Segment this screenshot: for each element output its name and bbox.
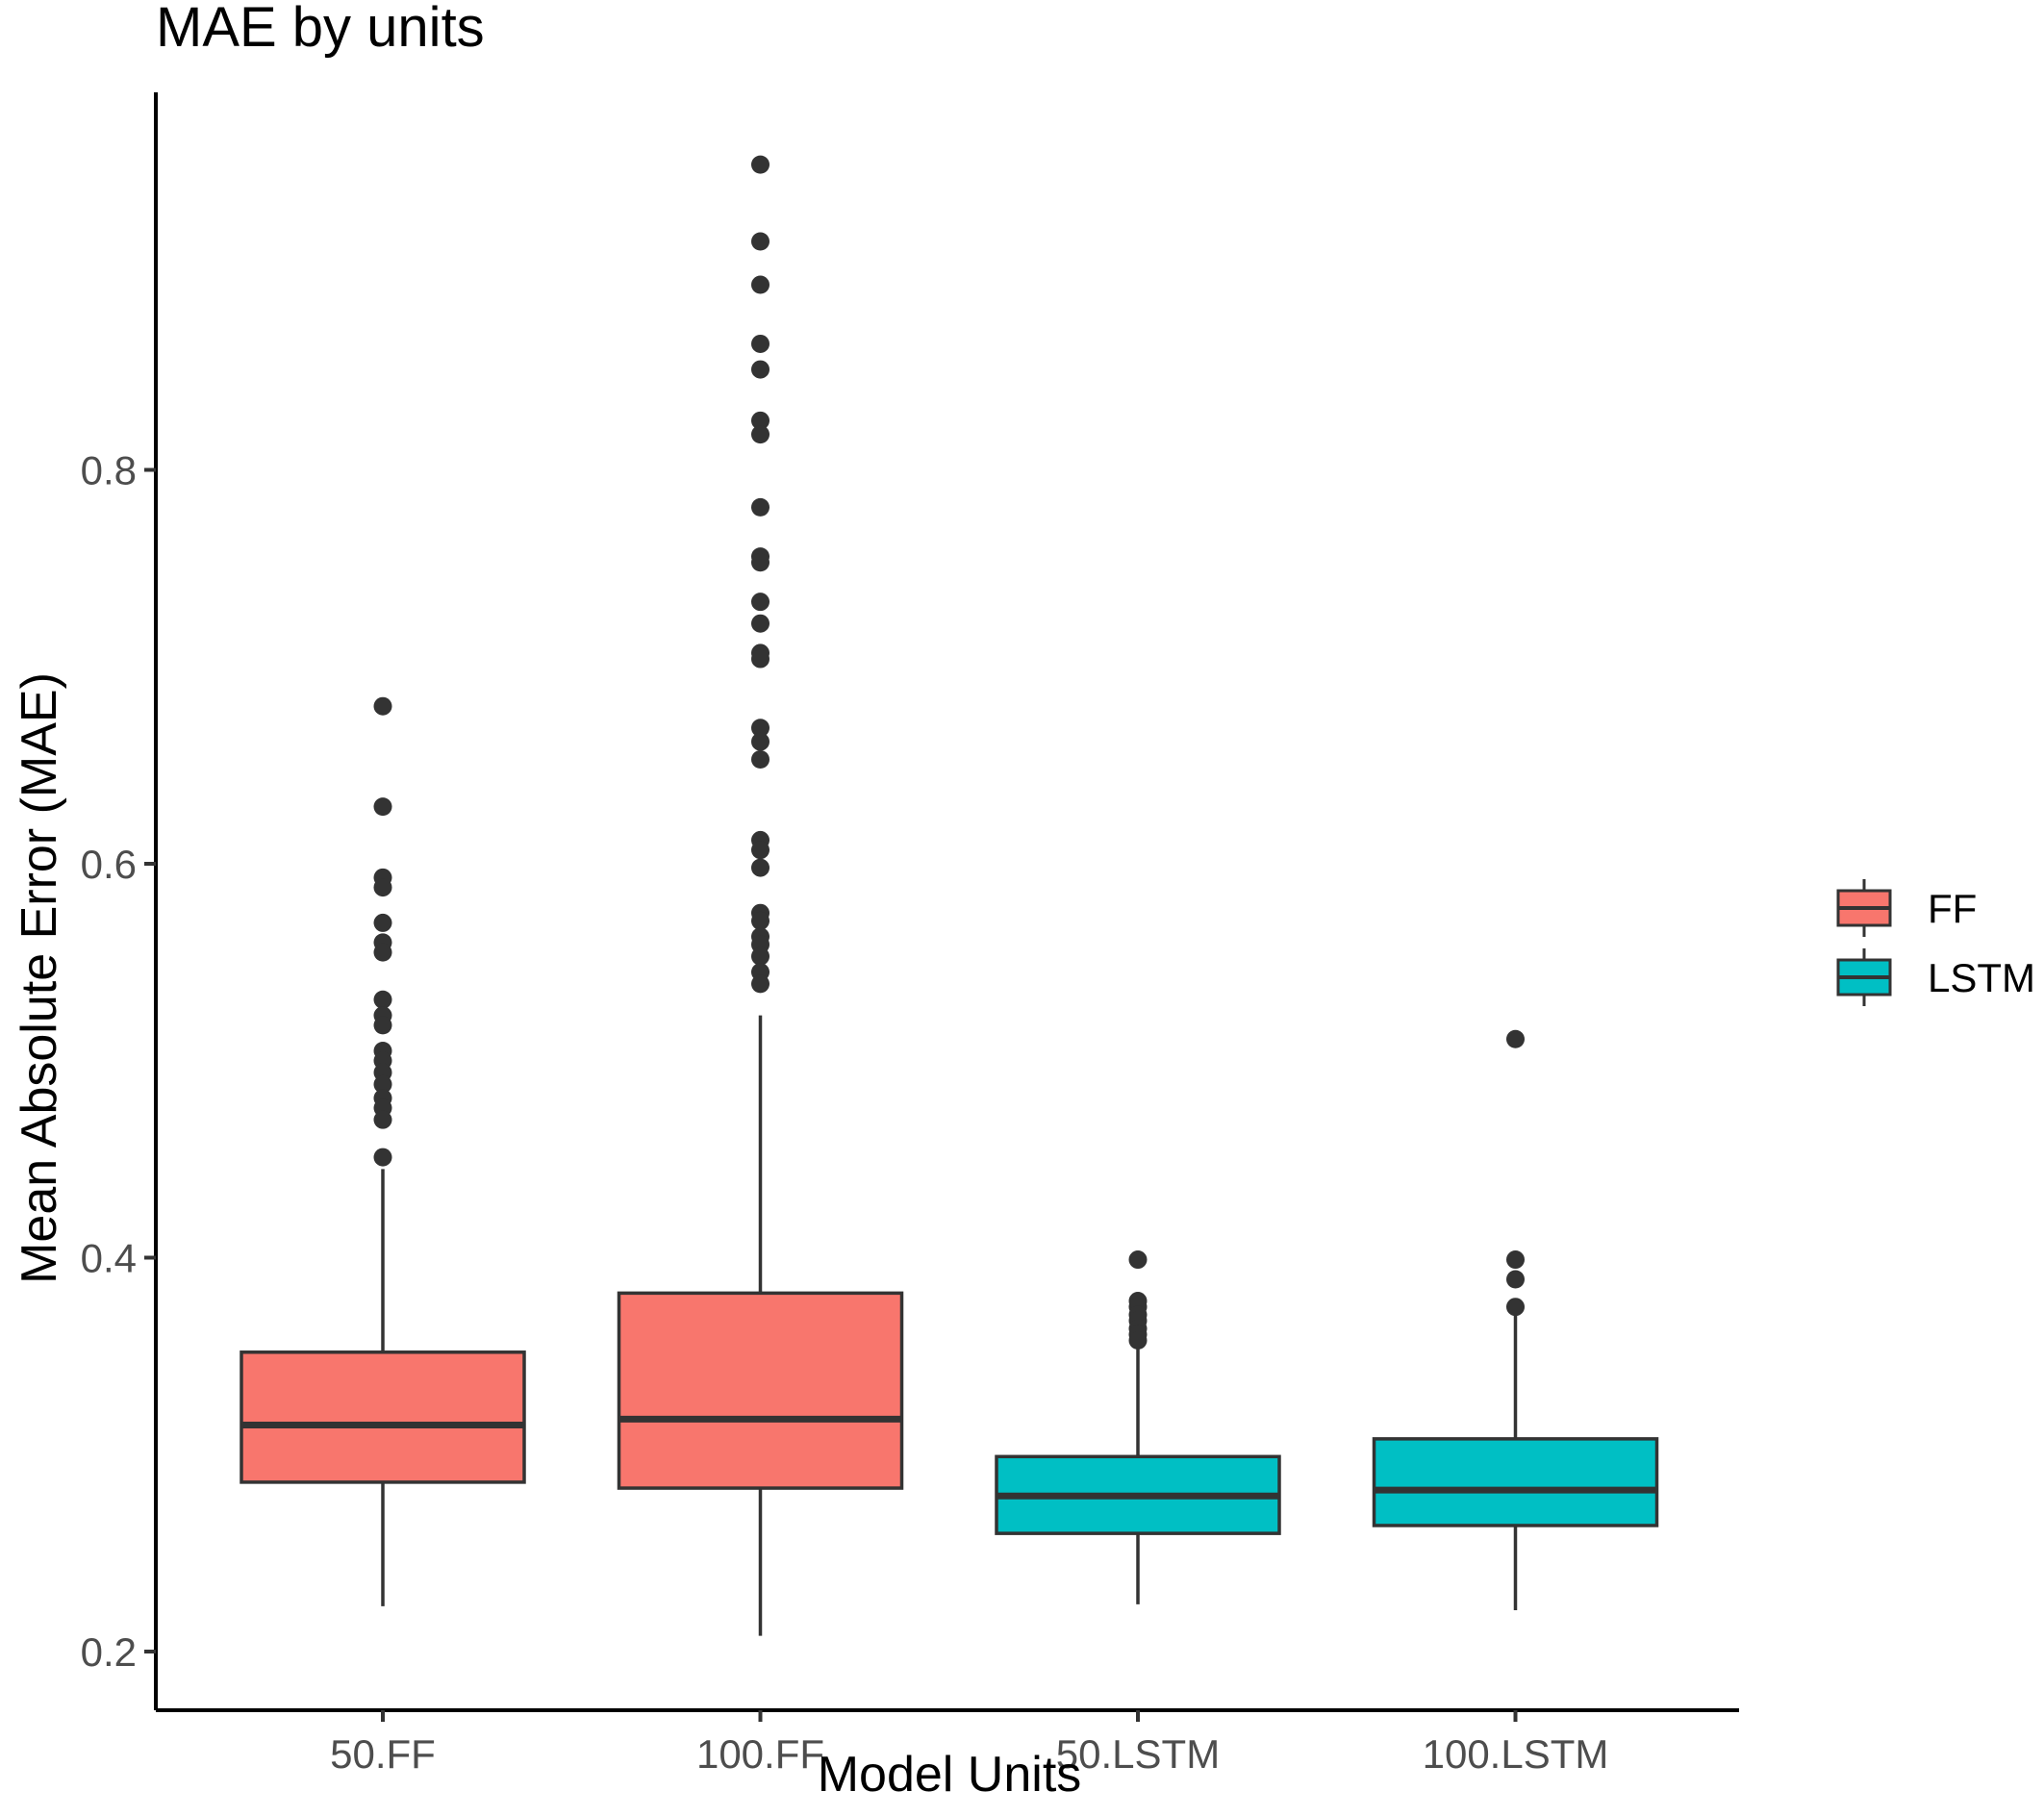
outlier-point xyxy=(751,360,770,379)
x-tick-label: 50.FF xyxy=(330,1731,436,1777)
box-100.LSTM xyxy=(1372,1029,1659,1611)
legend-item-ff: FF xyxy=(1836,879,1977,937)
outlier-point xyxy=(751,719,770,738)
y-axis-title: Mean Absolute Error (MAE) xyxy=(12,672,67,1284)
outlier-point xyxy=(751,841,770,860)
outlier-point xyxy=(1506,1250,1525,1270)
x-tick-label: 100.FF xyxy=(696,1731,824,1777)
outlier-point xyxy=(1506,1029,1525,1048)
outlier-point xyxy=(751,858,770,877)
outlier-point xyxy=(751,911,770,930)
outlier-point xyxy=(751,946,770,966)
outlier-point xyxy=(373,1074,392,1094)
box-iqr xyxy=(1372,1437,1659,1527)
x-axis-ticks: 50.FF 100.FF 50.LSTM 100.LSTM xyxy=(330,1710,1608,1777)
x-tick-label: 50.LSTM xyxy=(1056,1731,1220,1777)
y-tick-label: 0.2 xyxy=(81,1629,137,1675)
legend: FF LSTM xyxy=(1836,879,2035,1006)
y-tick-label: 0.6 xyxy=(81,842,137,887)
outlier-point xyxy=(751,649,770,669)
outlier-point xyxy=(1128,1330,1148,1350)
box-50.LSTM xyxy=(995,1250,1281,1604)
outlier-point xyxy=(751,411,770,430)
box-100.FF xyxy=(617,155,904,1636)
y-axis-ticks: 0.2 0.4 0.6 0.8 xyxy=(81,448,156,1675)
outlier-point xyxy=(751,732,770,751)
box-50.FF xyxy=(240,696,526,1606)
outlier-point xyxy=(751,275,770,294)
outlier-point xyxy=(1506,1298,1525,1317)
x-tick-label: 100.LSTM xyxy=(1423,1731,1609,1777)
outlier-point xyxy=(1128,1250,1148,1270)
outlier-point xyxy=(751,614,770,633)
outlier-point xyxy=(751,974,770,994)
outlier-point xyxy=(373,990,392,1009)
outlier-point xyxy=(751,593,770,612)
outlier-point xyxy=(373,913,392,932)
outlier-point xyxy=(751,749,770,769)
outlier-point xyxy=(751,553,770,572)
y-tick-label: 0.8 xyxy=(81,448,137,493)
x-axis-title: Model Units xyxy=(818,1747,1082,1803)
legend-label: LSTM xyxy=(1928,955,2035,1000)
outlier-point xyxy=(1506,1270,1525,1289)
chart-title: MAE by units xyxy=(156,0,485,59)
outlier-point xyxy=(373,943,392,962)
outlier-point xyxy=(751,232,770,251)
outlier-point xyxy=(373,878,392,897)
outlier-point xyxy=(373,696,392,716)
outlier-point xyxy=(373,1148,392,1167)
outlier-point xyxy=(751,425,770,444)
box-iqr xyxy=(240,1350,526,1484)
outlier-point xyxy=(751,155,770,174)
legend-item-lstm: LSTM xyxy=(1836,948,2035,1006)
outlier-point xyxy=(751,334,770,353)
y-tick-label: 0.4 xyxy=(81,1236,137,1281)
box-iqr xyxy=(617,1291,904,1490)
legend-label: FF xyxy=(1928,886,1977,931)
outlier-point xyxy=(373,1110,392,1129)
outlier-point xyxy=(373,797,392,817)
plot-area xyxy=(240,155,1659,1636)
outlier-point xyxy=(373,1016,392,1035)
outlier-point xyxy=(751,497,770,517)
